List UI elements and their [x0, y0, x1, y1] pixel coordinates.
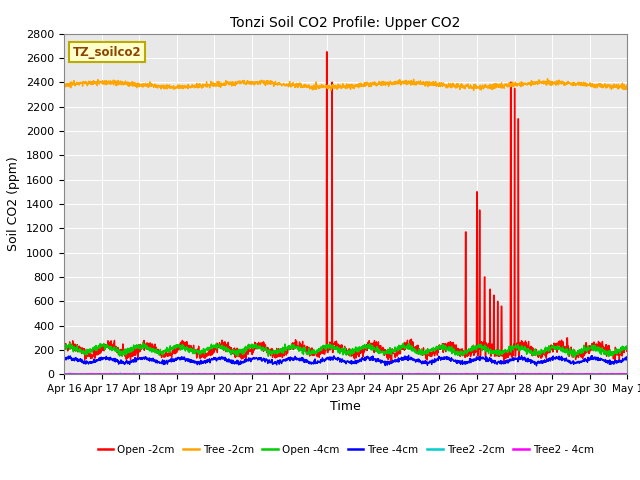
Tree -4cm — [60, 357, 68, 363]
Line: Open -2cm: Open -2cm — [64, 52, 627, 361]
Tree -2cm — [319, 83, 327, 88]
Text: TZ_soilco2: TZ_soilco2 — [72, 46, 141, 59]
Open -4cm — [60, 344, 68, 350]
Tree2 - 4cm — [504, 371, 512, 377]
Open -2cm — [623, 348, 631, 353]
Open -4cm — [319, 343, 327, 348]
Tree2 - 4cm — [334, 371, 342, 377]
Tree2 -2cm — [334, 371, 342, 377]
Tree2 -2cm — [504, 371, 511, 377]
Tree2 -2cm — [623, 371, 631, 377]
Tree -2cm — [89, 81, 97, 86]
Line: Tree2 -2cm: Tree2 -2cm — [64, 373, 627, 374]
Open -2cm — [607, 350, 615, 356]
Tree2 - 4cm — [607, 371, 615, 377]
Tree2 - 4cm — [607, 371, 615, 377]
Legend: Open -2cm, Tree -2cm, Open -4cm, Tree -4cm, Tree2 -2cm, Tree2 - 4cm: Open -2cm, Tree -2cm, Open -4cm, Tree -4… — [93, 441, 598, 459]
Tree -4cm — [532, 363, 540, 369]
Open -2cm — [504, 351, 511, 357]
Y-axis label: Soil CO2 (ppm): Soil CO2 (ppm) — [8, 156, 20, 252]
Tree2 - 4cm — [60, 371, 68, 377]
Open -4cm — [139, 340, 147, 346]
Tree -4cm — [319, 357, 327, 363]
Open -2cm — [323, 49, 330, 55]
Tree2 - 4cm — [89, 371, 97, 377]
Open -4cm — [572, 354, 579, 360]
Tree2 -2cm — [319, 371, 327, 377]
Tree -2cm — [504, 82, 511, 88]
Tree2 - 4cm — [204, 371, 212, 377]
Line: Tree -2cm: Tree -2cm — [64, 79, 627, 91]
Open -2cm — [334, 345, 342, 350]
Tree -4cm — [404, 352, 412, 358]
Open -2cm — [319, 348, 327, 354]
Open -2cm — [616, 359, 623, 364]
X-axis label: Time: Time — [330, 400, 361, 413]
Tree2 - 4cm — [437, 371, 445, 376]
Open -4cm — [607, 353, 615, 359]
Tree -2cm — [607, 86, 615, 92]
Line: Tree -4cm: Tree -4cm — [64, 355, 627, 366]
Open -4cm — [334, 349, 342, 355]
Tree -2cm — [543, 76, 551, 82]
Line: Tree2 - 4cm: Tree2 - 4cm — [64, 373, 627, 374]
Open -4cm — [607, 350, 615, 356]
Tree -2cm — [60, 83, 68, 88]
Tree -4cm — [504, 360, 511, 365]
Tree -4cm — [607, 359, 615, 365]
Open -4cm — [89, 345, 97, 351]
Open -4cm — [623, 346, 631, 352]
Tree2 -2cm — [89, 371, 97, 377]
Tree -2cm — [327, 88, 335, 94]
Open -2cm — [89, 352, 97, 358]
Tree -4cm — [607, 361, 615, 367]
Tree2 -2cm — [607, 371, 615, 376]
Tree2 -2cm — [381, 371, 389, 377]
Tree -4cm — [334, 355, 342, 360]
Tree -2cm — [334, 82, 342, 87]
Tree -4cm — [89, 360, 97, 366]
Tree2 -2cm — [60, 371, 68, 377]
Tree2 - 4cm — [623, 371, 631, 377]
Open -4cm — [504, 350, 511, 356]
Tree -4cm — [623, 354, 631, 360]
Tree -2cm — [623, 84, 631, 89]
Tree2 -2cm — [559, 370, 566, 376]
Open -2cm — [60, 345, 68, 350]
Line: Open -4cm: Open -4cm — [64, 343, 627, 357]
Title: Tonzi Soil CO2 Profile: Upper CO2: Tonzi Soil CO2 Profile: Upper CO2 — [230, 16, 461, 30]
Tree2 -2cm — [607, 371, 615, 376]
Tree2 - 4cm — [319, 371, 327, 377]
Open -2cm — [607, 351, 614, 357]
Tree -2cm — [607, 84, 615, 90]
